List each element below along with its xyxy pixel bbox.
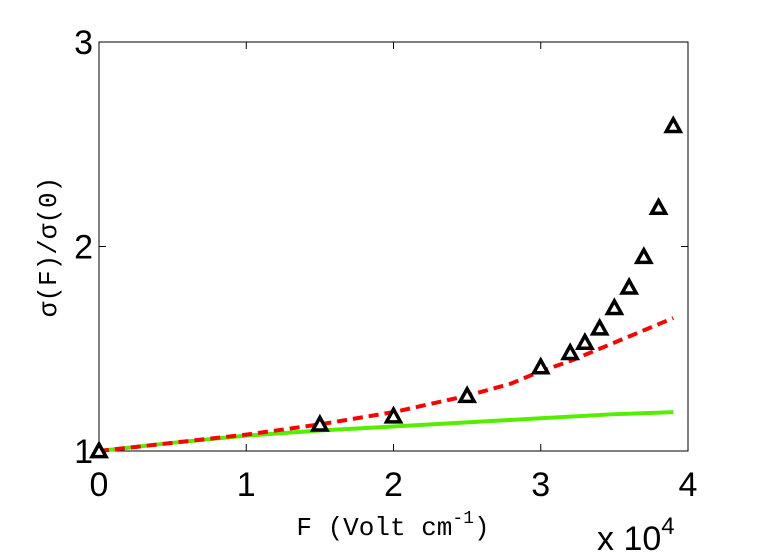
x-axis-label-close: ) <box>474 513 490 543</box>
plot-area <box>98 41 689 452</box>
triangle-marker-0 <box>89 440 109 459</box>
triangle-marker-11 <box>648 197 669 215</box>
triangle-marker-7 <box>589 317 610 336</box>
y-tick-label-1: 2 <box>74 229 93 267</box>
triangle-marker-6 <box>574 332 595 350</box>
x-axis-label-superscript: -1 <box>452 509 474 529</box>
y-tick-label-0: 1 <box>74 433 93 471</box>
triangle-marker-12 <box>663 115 684 134</box>
triangle-marker-8 <box>604 297 625 316</box>
x-tick-label-3: 3 <box>531 466 550 504</box>
triangle-marker-5 <box>560 342 581 361</box>
x-tick-label-2: 2 <box>384 466 403 504</box>
x-axis-scale-exponent: 4 <box>661 513 674 540</box>
y-axis-label: σ(F)/σ(0) <box>34 177 64 317</box>
triangle-marker-4 <box>530 356 551 375</box>
triangle-marker-10 <box>633 246 654 265</box>
triangle-marker-2 <box>383 405 404 424</box>
x-axis-label: F (Volt cm-1) <box>296 509 489 543</box>
triangle-marker-9 <box>619 276 640 295</box>
series-red-dashed-line <box>98 316 675 453</box>
x-axis-scale-base: x 10 <box>597 520 661 554</box>
series-triangle-markers <box>89 115 684 459</box>
y-tick-label-2: 3 <box>74 24 93 62</box>
x-tick-label-1: 1 <box>237 466 256 504</box>
triangle-marker-3 <box>457 385 478 404</box>
x-axis-scale-multiplier: x 104 <box>597 513 675 554</box>
x-tick-label-4: 4 <box>679 466 698 504</box>
x-tick-label-0: 0 <box>90 466 109 504</box>
red-dashed-line <box>98 316 675 453</box>
triangle-marker-1 <box>309 413 330 432</box>
x-axis-label-main: F (Volt cm <box>296 513 452 543</box>
